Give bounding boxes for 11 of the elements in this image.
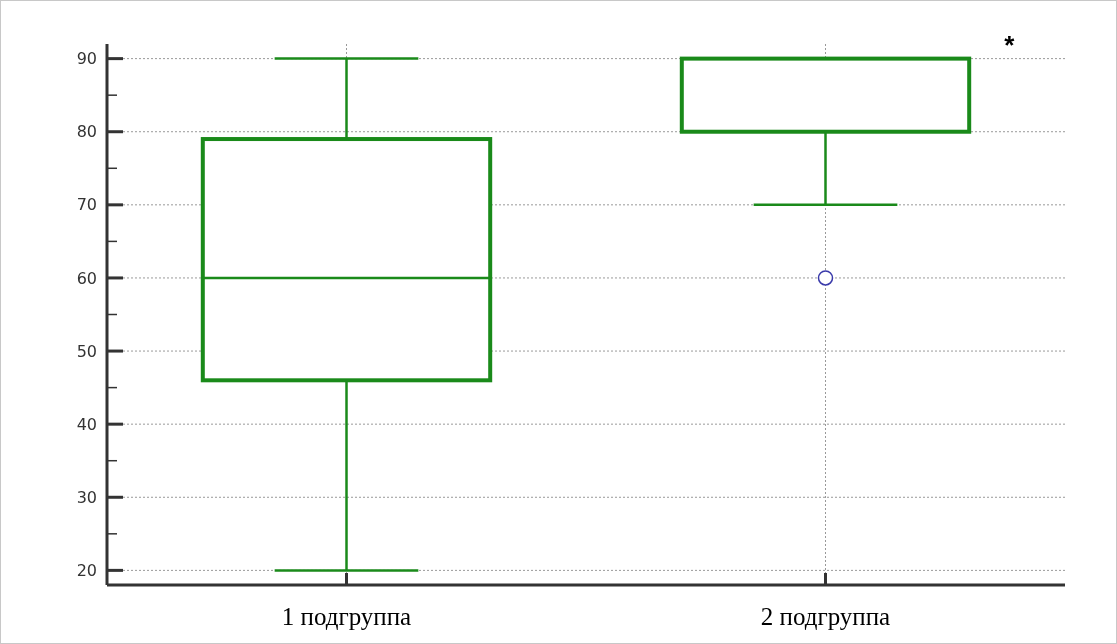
y-tick-label: 70 xyxy=(76,195,97,215)
x-tick-label: 2 подгруппа xyxy=(760,603,891,630)
y-tick-label: 90 xyxy=(76,49,97,69)
x-tick-label: 1 подгруппа xyxy=(281,603,412,630)
y-tick-label: 50 xyxy=(76,341,97,361)
y-tick-label: 30 xyxy=(76,487,97,507)
annotation: * xyxy=(1004,30,1016,60)
y-tick-label: 60 xyxy=(76,268,97,288)
y-tick-label: 20 xyxy=(76,560,97,580)
y-tick-label: 80 xyxy=(76,122,97,142)
y-tick-label: 40 xyxy=(76,414,97,434)
